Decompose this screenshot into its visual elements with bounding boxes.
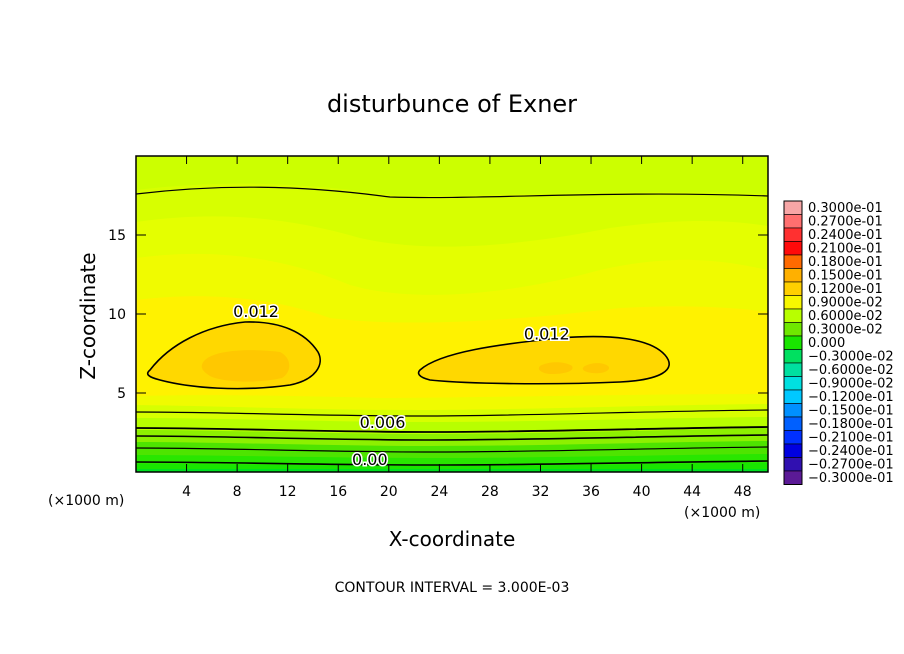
contour-line: [136, 446, 768, 453]
colorbar-swatch: [783, 335, 803, 350]
contour-line: [136, 186, 768, 199]
colorbar-swatch: [783, 214, 803, 229]
contour-label: 0.006: [360, 413, 406, 432]
colorbar-swatch: [783, 389, 803, 404]
colorbar-swatch: [783, 403, 803, 418]
colorbar: 0.3000e-010.2700e-010.2400e-010.2100e-01…: [783, 200, 894, 486]
colorbar-swatch: [783, 443, 803, 458]
colorbar-label: −0.3000e-02: [808, 350, 894, 365]
colorbar-label: −0.9000e-02: [808, 377, 894, 392]
colorbar-swatch: [783, 308, 803, 323]
colorbar-label: 0.9000e-02: [808, 296, 883, 311]
contour-line-0.00: [136, 460, 768, 466]
colorbar-label: −0.1200e-01: [808, 390, 894, 405]
colorbar-swatch: [783, 362, 803, 377]
y-tick-label: 15: [108, 228, 126, 244]
colorbar-swatch: [783, 416, 803, 431]
x-tick-label: 32: [532, 484, 550, 500]
colorbar-label: 0.1200e-01: [808, 282, 883, 297]
x-axis-label: X-coordinate: [389, 527, 516, 551]
contour-interval-label: CONTOUR INTERVAL = 3.000E-03: [335, 580, 570, 596]
y-tick-label: 5: [117, 386, 126, 402]
colorbar-label: −0.1800e-01: [808, 417, 894, 432]
colorbar-label: −0.2100e-01: [808, 431, 894, 446]
x-tick-label: 24: [430, 484, 448, 500]
colorbar-label: 0.2400e-01: [808, 228, 883, 243]
colorbar-label: −0.2400e-01: [808, 444, 894, 459]
plot-area: [136, 156, 768, 472]
contour-band: [582, 363, 610, 374]
colorbar-label: −0.2700e-01: [808, 458, 894, 473]
colorbar-swatch: [783, 376, 803, 391]
contour-line: [136, 409, 768, 417]
x-axis-ticks: 4 8 12 16 20 24 28 32 36 40 44 48: [182, 156, 752, 500]
colorbar-label: 0.1800e-01: [808, 255, 883, 270]
colorbar-swatch: [783, 227, 803, 242]
x-unit-label: (×1000 m): [684, 505, 760, 521]
contour-lines: [136, 186, 768, 466]
colorbar-swatch: [783, 200, 803, 215]
x-tick-label: 36: [582, 484, 600, 500]
colorbar-swatch: [783, 281, 803, 296]
x-tick-label: 40: [633, 484, 651, 500]
colorbar-swatch: [783, 430, 803, 445]
colorbar-label: −0.1500e-01: [808, 404, 894, 419]
x-tick-label: 28: [481, 484, 499, 500]
colorbar-label: 0.1500e-01: [808, 269, 883, 284]
colorbar-label: −0.6000e-02: [808, 363, 894, 378]
colorbar-swatch: [783, 268, 803, 283]
colorbar-label: 0.6000e-02: [808, 309, 883, 324]
x-tick-label: 12: [279, 484, 297, 500]
contour-band: [538, 362, 573, 374]
colorbar-swatch: [783, 295, 803, 310]
x-tick-label: 4: [182, 484, 191, 500]
colorbar-label: 0.3000e-02: [808, 323, 883, 338]
contour-label: 0.012: [233, 302, 279, 321]
contour-line: [136, 434, 768, 441]
colorbar-frame: [783, 200, 803, 485]
contour-label: 0.00: [352, 450, 388, 469]
colorbar-swatch: [783, 322, 803, 337]
chart-title: disturbunce of Exner: [327, 90, 577, 118]
colorbar-swatch: [783, 254, 803, 269]
contour-line-0.012-right: [417, 335, 670, 385]
contour-label: 0.012: [524, 324, 570, 343]
colorbar-swatch: [783, 349, 803, 364]
colorbar-swatch: [783, 457, 803, 472]
colorbar-label: 0.3000e-01: [808, 201, 883, 216]
contour-line-0.006: [136, 426, 768, 433]
y-tick-label: 10: [108, 307, 126, 323]
colorbar-label: 0.000: [808, 336, 845, 351]
x-tick-label: 16: [329, 484, 347, 500]
colorbar-swatch: [783, 470, 803, 485]
x-tick-label: 48: [734, 484, 752, 500]
colorbar-swatch: [783, 241, 803, 256]
x-tick-label: 20: [380, 484, 398, 500]
colorbar-label: 0.2700e-01: [808, 215, 883, 230]
colorbar-label: −0.3000e-01: [808, 471, 894, 486]
y-axis-ticks: 5 10 15: [108, 228, 768, 402]
contour-labels: 0.012 0.012 0.006 0.00: [232, 301, 572, 471]
filled-contour-bands: [136, 156, 768, 472]
x-tick-label: 44: [683, 484, 701, 500]
contour-line-0.012-left: [146, 321, 321, 390]
x-tick-label: 8: [233, 484, 242, 500]
y-axis-label: Z-coordinate: [76, 252, 100, 379]
z-unit-label: (×1000 m): [48, 493, 124, 509]
colorbar-label: 0.2100e-01: [808, 242, 883, 257]
contour-band: [201, 350, 290, 382]
